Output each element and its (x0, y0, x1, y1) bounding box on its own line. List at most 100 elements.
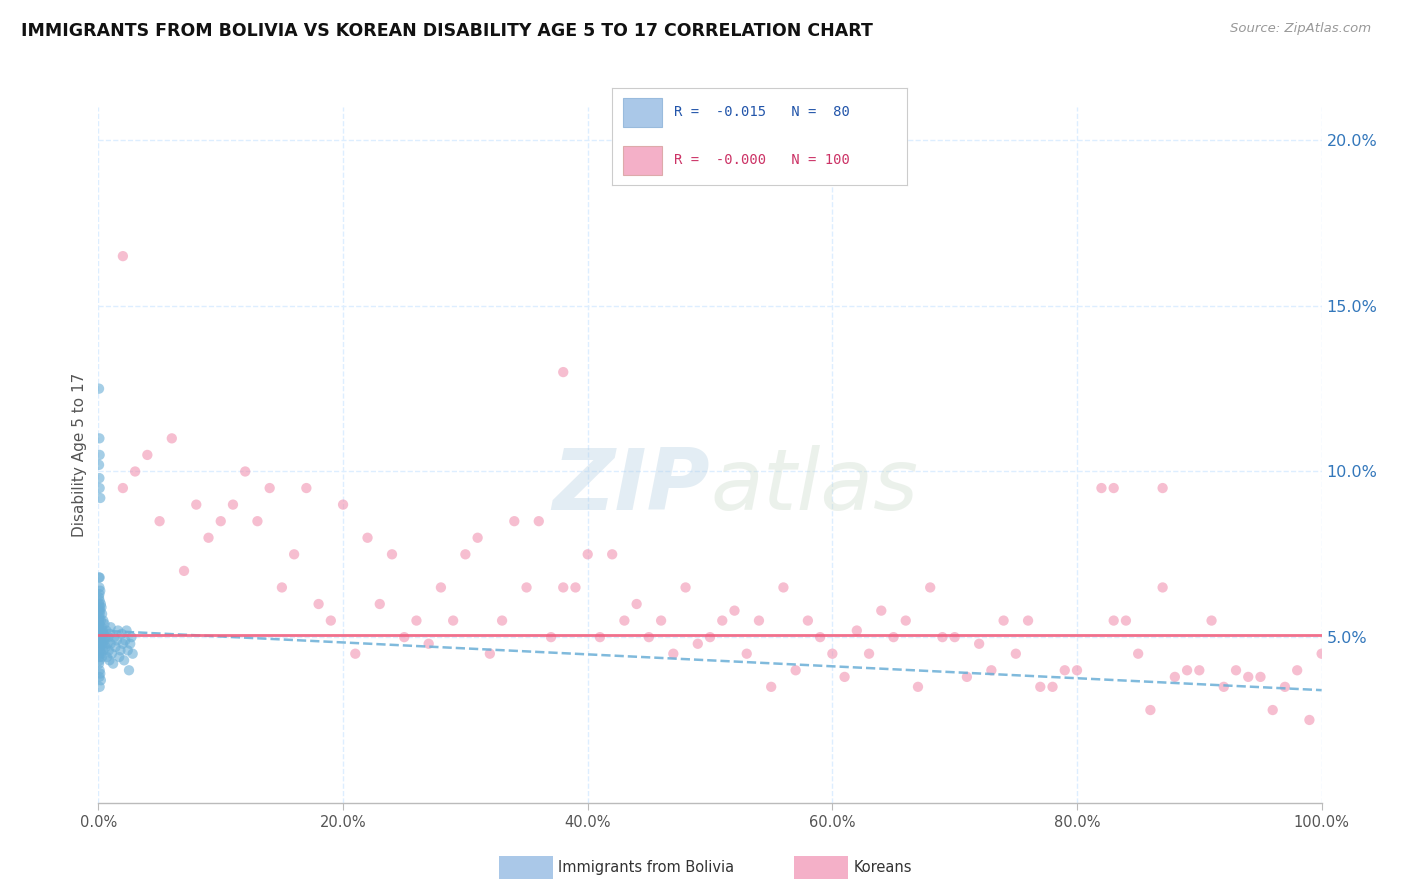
Point (112, 653, 135, 667)
Text: atlas: atlas (710, 445, 918, 528)
Point (89, 633, 111, 648)
Point (90, 627, 112, 641)
Text: Source: ZipAtlas.com: Source: ZipAtlas.com (1230, 22, 1371, 36)
Point (87, 657, 110, 671)
Point (136, 448, 159, 462)
Point (87, 647, 110, 661)
Point (259, 481, 281, 495)
Point (90, 647, 112, 661)
Point (222, 498, 245, 512)
Point (491, 614, 513, 628)
Point (97, 637, 120, 651)
Point (120, 637, 142, 651)
Point (104, 640, 127, 654)
Point (858, 647, 880, 661)
Point (356, 531, 378, 545)
Point (91, 614, 114, 628)
Point (90, 620, 112, 634)
Point (821, 647, 844, 661)
Point (1286, 663, 1309, 677)
Point (114, 633, 136, 648)
Point (89, 481, 111, 495)
Point (111, 481, 134, 495)
Point (110, 643, 132, 657)
Point (89, 610, 111, 624)
Point (283, 547, 305, 561)
Point (454, 547, 477, 561)
Point (91, 643, 114, 657)
Point (90, 597, 112, 611)
Point (600, 547, 623, 561)
Point (883, 630, 905, 644)
Point (89, 587, 111, 601)
Point (89, 650, 111, 665)
Point (993, 614, 1015, 628)
Point (94, 640, 117, 654)
Point (1310, 647, 1333, 661)
Point (89, 471, 111, 485)
Point (149, 514, 172, 528)
Point (1090, 481, 1112, 495)
Point (920, 581, 942, 595)
Point (295, 481, 318, 495)
Point (93, 616, 115, 631)
Point (91, 607, 114, 621)
Point (90, 673, 112, 688)
Point (1139, 703, 1161, 717)
Point (467, 531, 489, 545)
Text: R =  -0.000   N = 100: R = -0.000 N = 100 (673, 153, 849, 167)
Point (405, 614, 427, 628)
Point (1274, 680, 1296, 694)
Point (723, 604, 745, 618)
Point (89, 680, 111, 694)
Point (89, 604, 111, 618)
Point (94, 630, 117, 644)
Point (1225, 663, 1247, 677)
Point (1152, 481, 1174, 495)
Point (430, 581, 453, 595)
Text: Immigrants from Bolivia: Immigrants from Bolivia (558, 860, 734, 875)
Point (564, 581, 586, 595)
Point (1017, 614, 1039, 628)
Point (576, 547, 599, 561)
Point (91, 650, 114, 665)
Point (90, 600, 112, 615)
Point (233, 465, 256, 479)
Point (87, 637, 110, 651)
Point (105, 633, 128, 648)
Point (344, 647, 367, 661)
Point (89, 666, 111, 681)
Text: ZIP: ZIP (553, 445, 710, 528)
Point (89, 600, 111, 615)
Point (613, 614, 636, 628)
Point (418, 637, 440, 651)
Point (650, 614, 672, 628)
Point (1201, 614, 1223, 628)
Point (96, 624, 118, 638)
Point (87, 614, 110, 628)
Point (626, 597, 648, 611)
Point (1102, 614, 1125, 628)
Point (97, 630, 120, 644)
Point (589, 630, 612, 644)
Point (89, 491, 111, 505)
Point (943, 630, 966, 644)
Point (89, 583, 111, 598)
Point (209, 514, 232, 528)
Point (967, 637, 990, 651)
Point (1066, 663, 1088, 677)
Point (845, 624, 868, 638)
Point (197, 531, 219, 545)
Point (87, 591, 110, 605)
Point (91, 624, 114, 638)
Point (540, 630, 562, 644)
Point (808, 630, 831, 644)
Point (100, 637, 122, 651)
Point (89, 593, 111, 607)
Point (246, 514, 269, 528)
Point (761, 680, 783, 694)
Point (87, 597, 110, 611)
Point (89, 670, 111, 684)
Point (118, 663, 141, 677)
Point (98, 653, 121, 667)
